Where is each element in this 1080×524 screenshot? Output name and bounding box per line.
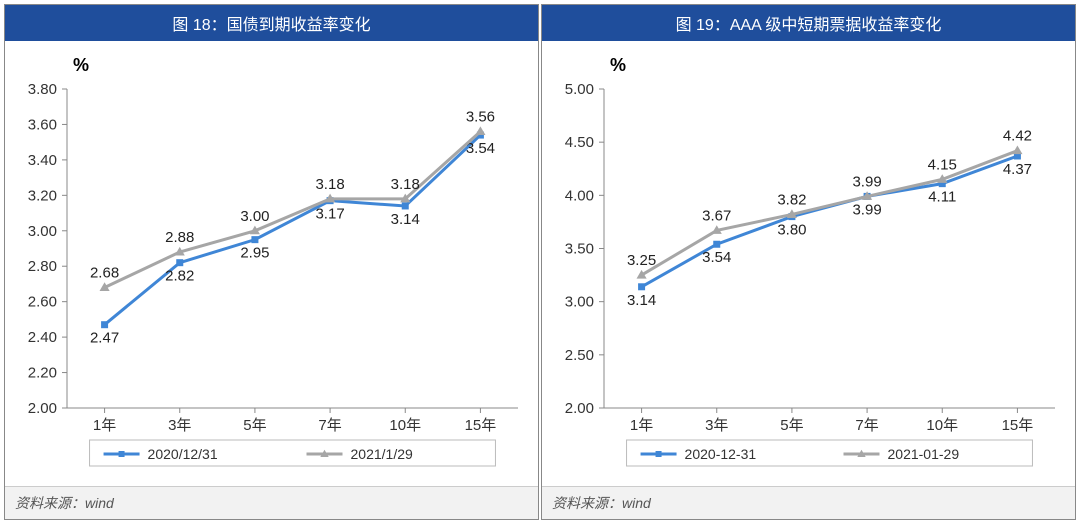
- svg-text:3.00: 3.00: [28, 223, 57, 240]
- svg-text:3.18: 3.18: [315, 176, 344, 193]
- svg-text:3.25: 3.25: [627, 252, 656, 269]
- svg-text:3.99: 3.99: [852, 201, 881, 218]
- svg-text:5年: 5年: [780, 417, 803, 434]
- right-panel: 图 19：AAA 级中短期票据收益率变化 % 2.00 2.50 3.00 3.50 4…: [541, 4, 1076, 520]
- svg-text:3.18: 3.18: [391, 176, 420, 193]
- right-source: 资料来源：wind: [542, 486, 1075, 519]
- left-source: 资料来源：wind: [5, 486, 538, 519]
- svg-text:3.17: 3.17: [315, 206, 344, 223]
- svg-text:4.37: 4.37: [1003, 161, 1032, 178]
- svg-text:2021/1/29: 2021/1/29: [351, 446, 413, 462]
- svg-text:2020-12-31: 2020-12-31: [685, 446, 757, 462]
- left-title: 图 18：国债到期收益率变化: [5, 5, 538, 41]
- right-chart-svg: 2.00 2.50 3.00 3.50 4.00 4.50 5.00 1年 3年 5年 7年 10年 1…: [542, 41, 1075, 486]
- chart-pair-container: 图 18：国债到期收益率变化 % 2.00 2.20 2.40 2.60 2.80 3.0…: [0, 0, 1080, 524]
- svg-text:3.99: 3.99: [852, 173, 881, 190]
- svg-text:15年: 15年: [1002, 417, 1034, 434]
- svg-text:3.56: 3.56: [466, 109, 495, 126]
- svg-text:3.00: 3.00: [240, 208, 269, 225]
- left-chart-area: % 2.00 2.20 2.40 2.60 2.80 3.00 3.20 3.40 3.60 3.…: [5, 41, 538, 486]
- svg-text:4.11: 4.11: [928, 189, 956, 206]
- svg-text:3.40: 3.40: [28, 152, 57, 169]
- svg-text:3年: 3年: [705, 417, 728, 434]
- svg-text:4.00: 4.00: [565, 187, 594, 204]
- svg-text:2.20: 2.20: [28, 365, 57, 382]
- svg-text:3.20: 3.20: [28, 187, 57, 204]
- svg-text:2.95: 2.95: [240, 245, 269, 262]
- svg-text:2.50: 2.50: [565, 347, 594, 364]
- svg-text:2.47: 2.47: [90, 330, 119, 347]
- left-chart-svg: 2.00 2.20 2.40 2.60 2.80 3.00 3.20 3.40 3.60 3.80…: [5, 41, 538, 486]
- svg-text:1年: 1年: [630, 417, 653, 434]
- svg-text:4.42: 4.42: [1003, 128, 1032, 145]
- right-unit-label: %: [610, 55, 626, 76]
- svg-text:2.68: 2.68: [90, 264, 119, 281]
- svg-text:3.67: 3.67: [702, 207, 731, 224]
- right-chart-area: % 2.00 2.50 3.00 3.50 4.00 4.50 5.00 1年 3年 5年 7年 10…: [542, 41, 1075, 486]
- svg-text:3.14: 3.14: [627, 292, 656, 309]
- svg-text:10年: 10年: [926, 417, 958, 434]
- svg-text:3.00: 3.00: [565, 294, 594, 311]
- svg-text:1年: 1年: [93, 417, 116, 434]
- svg-text:3年: 3年: [168, 417, 191, 434]
- svg-text:7年: 7年: [855, 417, 878, 434]
- svg-text:2.60: 2.60: [28, 294, 57, 311]
- svg-text:3.60: 3.60: [28, 116, 57, 133]
- svg-text:2.82: 2.82: [165, 268, 194, 285]
- svg-text:4.50: 4.50: [565, 134, 594, 151]
- svg-text:3.14: 3.14: [391, 211, 420, 228]
- svg-text:10年: 10年: [389, 417, 421, 434]
- svg-text:2020/12/31: 2020/12/31: [148, 446, 218, 462]
- svg-text:5年: 5年: [243, 417, 266, 434]
- svg-text:3.80: 3.80: [777, 222, 806, 239]
- svg-text:2.80: 2.80: [28, 258, 57, 275]
- svg-text:15年: 15年: [465, 417, 497, 434]
- left-unit-label: %: [73, 55, 89, 76]
- svg-text:5.00: 5.00: [565, 81, 594, 98]
- svg-text:2.00: 2.00: [565, 400, 594, 417]
- svg-text:2.88: 2.88: [165, 229, 194, 246]
- svg-text:3.82: 3.82: [777, 191, 806, 208]
- svg-text:4.15: 4.15: [928, 156, 957, 173]
- svg-text:2021-01-29: 2021-01-29: [888, 446, 960, 462]
- svg-text:2.40: 2.40: [28, 329, 57, 346]
- svg-text:7年: 7年: [318, 417, 341, 434]
- right-title: 图 19：AAA 级中短期票据收益率变化: [542, 5, 1075, 41]
- left-panel: 图 18：国债到期收益率变化 % 2.00 2.20 2.40 2.60 2.80 3.0…: [4, 4, 539, 520]
- svg-text:3.80: 3.80: [28, 81, 57, 98]
- svg-text:2.00: 2.00: [28, 400, 57, 417]
- svg-text:3.54: 3.54: [702, 249, 731, 266]
- svg-text:3.50: 3.50: [565, 241, 594, 258]
